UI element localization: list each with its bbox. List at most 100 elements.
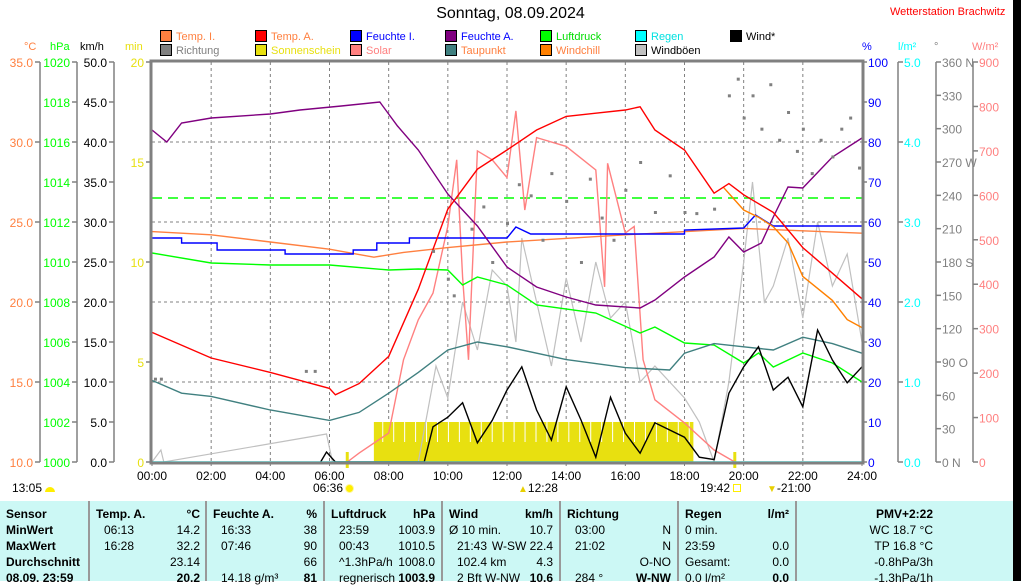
column-title: Temp. A. [96,507,146,521]
axis-tick-label: 25.0 [84,256,108,270]
pmv-value: -1.3hPa/1h [874,571,933,585]
direction-point [653,211,657,214]
direction-point [565,199,569,203]
legend-label: Luftdruck [556,31,602,43]
sunshine-bar [373,422,694,462]
table-row: 21:43 W-SW 22.4 [449,539,553,555]
axis-tick-label: 180 S [942,256,973,270]
legend-label: Solar [366,45,392,57]
axis-tick-label: 900 [979,56,999,70]
direction-point [840,127,844,131]
direction-point [713,207,717,211]
direction-point [579,261,583,264]
direction-point [612,238,616,242]
cell-label: 03:00 [575,523,606,537]
series-feuchte-a [151,101,863,309]
axis-tick-label: 210 [942,223,962,237]
cell-value: 0.0 [772,555,789,569]
series-luftdruck [151,252,863,383]
axis-tick-label: 100 [868,56,888,70]
axis-tick-label: 360 N [942,56,974,70]
table-row: Sensor [6,507,82,523]
x-tick-label: 04:00 [255,469,285,483]
series-taupunkt [151,336,863,422]
axis-tick-label: 1014 [43,176,70,190]
direction-point [858,166,862,170]
axis-tick-label: 400 [979,278,999,292]
column-unit: km/h [524,507,553,521]
legend-label: Windböen [651,45,701,57]
axis-tick-label: 300 [979,323,999,337]
column-title: Luftdruck [331,507,387,521]
cell-value: 38 [303,523,317,537]
direction-point [600,216,604,220]
cell-value: 32.2 [176,539,200,553]
table-row: -1.3hPa/1h [803,571,933,587]
direction-point [736,77,740,81]
direction-point [727,94,731,98]
solar-noon-marker: ▲12:28 [518,481,558,495]
cell-value: W-SW 22.4 [491,539,553,553]
axis-tick-label: 1012 [43,216,70,230]
legend-swatch [730,30,742,42]
x-tick-label: 24:00 [847,469,877,483]
axis-tick-label: 300 [942,123,962,137]
table-row: regnerisch 1003.9 [331,571,435,587]
cell-value: 10.7 [529,523,553,537]
sun-icon [346,485,354,492]
table-row: 03:00 N [567,523,671,539]
legend-swatch [160,44,172,56]
direction-point [751,94,755,98]
cell-label: Ø 10 min. [449,523,502,537]
cell-value: 66 [303,555,317,569]
direction-point [452,294,456,298]
legend-label: Richtung [176,45,220,57]
table-row: 2 Bft W-NW 10.6 [449,571,553,587]
legend-swatch [350,30,362,42]
legend-swatch [540,44,552,56]
axis-tick-label: 30 [942,423,956,437]
axis-tick-label: 1020 [43,56,70,70]
cell-label: regnerisch [339,571,396,585]
table-header: Feuchte A.% [213,507,317,523]
cell-label: 16:33 [221,523,252,537]
axis-tick-label: 35.0 [84,176,108,190]
axis-tick-label: 120 [942,323,962,337]
series-temp-a [151,106,863,396]
cell-label: 21:43 [457,539,488,553]
axis-tick-label: 100 [979,412,999,426]
cell-value: 81 [303,571,317,585]
pmv-value: TP 16.8 °C [874,539,933,553]
cell-label: 102.4 km [457,555,507,569]
direction-point [787,111,791,114]
table-row: -0.8hPa/3h [803,555,933,571]
legend-label: Regen [651,31,684,43]
column-unit: hPa [412,507,435,521]
legend-item: Solar [350,44,392,57]
cloud-marker: 13:05 [12,481,56,495]
table-row: Ø 10 min. 10.7 [449,523,553,539]
cell-value: 23.14 [169,555,200,569]
legend-swatch [445,30,457,42]
legend-item: Sonnenschein [255,44,341,57]
cell-value: 90 [303,539,317,553]
x-tick-label: 18:00 [669,469,699,483]
axis-tick-label: 10.0 [84,376,108,390]
axis-tick-label: 3.0 [904,216,921,230]
axis-tick-label: 90 [868,96,882,110]
column-temp-a: Temp. A. °C 06:13 14.2 16:28 32.2 23.14 20.2 [88,501,206,585]
sunrise-marker: 06:36 [313,481,354,495]
moon-marker: ▼-21:00 [767,481,811,495]
cell-label: 23:59 [339,523,370,537]
axis-tick-label: 150 [942,289,962,303]
pmv-title: PMV+2:22 [875,507,933,521]
direction-point [695,212,699,216]
direction-point [778,138,782,142]
legend-label: Windchill [556,45,601,57]
axis-tick-label: 600 [979,189,999,203]
legend-item: Wind* [730,30,775,43]
axis-unit-wm2: W/m² [972,41,999,53]
axis-tick-label: 4.0 [904,136,921,150]
pmv-column: PMV+2:22 WC 18.7 °C TP 16.8 °C -0.8hPa/3h -1… [795,501,1013,585]
axis-tick-label: 15.0 [84,336,108,350]
